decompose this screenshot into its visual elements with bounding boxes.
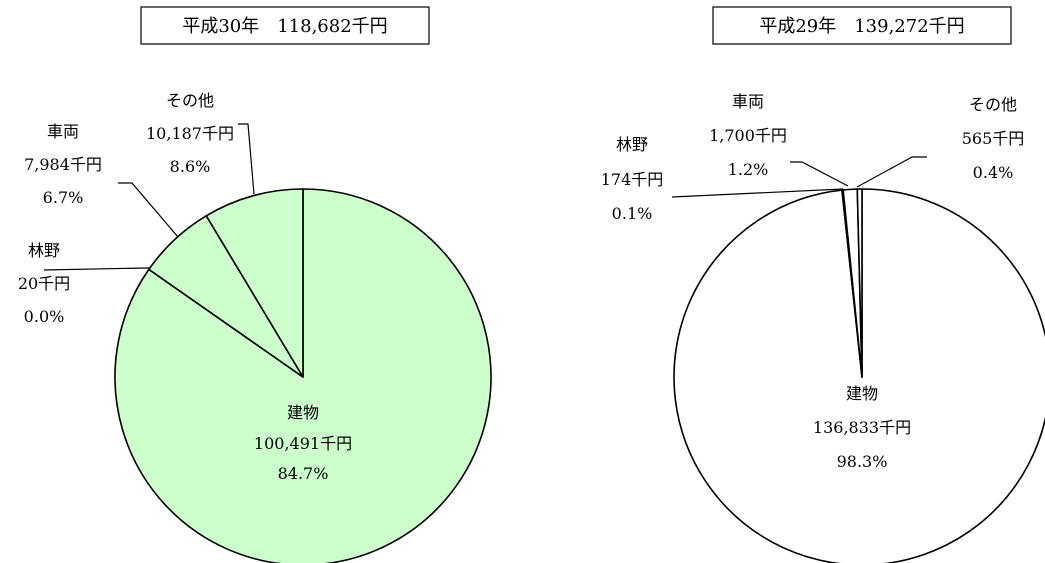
chart-title-box-2018: 平成30年 118,682千円: [140, 6, 430, 45]
chart-title-box-2017: 平成29年 139,272千円: [712, 6, 1012, 45]
slice-label-other-name: その他: [166, 91, 214, 110]
slice-label-other-percent-2017: 0.4%: [973, 163, 1014, 182]
leader-line-forest: [43, 267, 150, 271]
slice-label-vehicle-percent: 6.7%: [43, 188, 84, 207]
slice-label-vehicle-name: 車両: [47, 122, 79, 141]
slice-label-forest-percent: 0.0%: [24, 307, 65, 326]
labels-2017: 建物 136,833千円 98.3% 林野 174千円 0.1% 車両 1,70…: [601, 92, 1025, 471]
pie-slice-building-2017: [673, 188, 1045, 563]
leader-line-vehicle: [118, 182, 179, 238]
leader-line-other-2017: [856, 156, 927, 188]
slice-label-other-percent: 8.6%: [170, 157, 211, 176]
leader-line-forest-2017: [671, 188, 844, 198]
slice-label-building-amount: 100,491千円: [254, 434, 352, 453]
slice-label-forest-name-2017: 林野: [616, 135, 648, 154]
pie-chart-2017: [673, 188, 1045, 563]
leader-line-vehicle-2017: [790, 161, 849, 187]
slice-label-building-amount-2017: 136,833千円: [813, 418, 911, 437]
slice-label-vehicle-amount: 7,984千円: [24, 155, 102, 174]
pie-slice-other-2018: [205, 188, 304, 378]
chart-title-frame-2018: [140, 6, 430, 45]
slice-label-other-name-2017: その他: [969, 95, 1017, 114]
slice-label-vehicle-name-2017: 車両: [732, 92, 764, 111]
slice-label-building-name-2017: 建物: [846, 384, 878, 403]
leader-line-other: [238, 123, 255, 195]
slice-label-forest-name: 林野: [28, 241, 60, 260]
slice-label-forest-amount-2017: 174千円: [601, 170, 664, 189]
leader-lines: [43, 123, 927, 271]
pie-slice-other-2017: [856, 188, 863, 378]
slice-label-building-percent: 84.7%: [278, 464, 329, 483]
chart-title-2017: 平成29年 139,272千円: [759, 16, 964, 37]
slice-label-forest-amount: 20千円: [18, 274, 70, 293]
slice-label-vehicle-percent-2017: 1.2%: [728, 160, 769, 179]
slice-label-other-amount-2017: 565千円: [962, 129, 1025, 148]
chart-title-frame-2017: [712, 6, 1012, 45]
slice-label-vehicle-amount-2017: 1,700千円: [709, 126, 787, 145]
labels-2018: 建物 100,491千円 84.7% 林野 20千円 0.0% 車両 7,984…: [18, 91, 352, 483]
chart-title-2018: 平成30年 118,682千円: [182, 16, 387, 37]
pie-chart-2018: [114, 188, 492, 563]
slice-label-building-percent-2017: 98.3%: [837, 452, 888, 471]
slice-label-building-name: 建物: [287, 403, 319, 422]
slice-label-other-amount: 10,187千円: [146, 124, 234, 143]
slice-label-forest-percent-2017: 0.1%: [612, 204, 653, 223]
